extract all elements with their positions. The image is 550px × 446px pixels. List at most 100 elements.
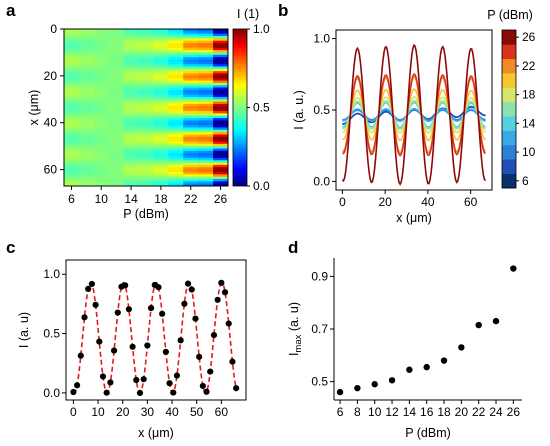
heatmap-cell xyxy=(123,66,139,70)
heatmap-cell xyxy=(108,94,125,98)
data-point xyxy=(199,382,206,390)
heatmap-cell xyxy=(138,75,154,79)
heatmap-cell xyxy=(78,143,95,147)
x-tick-label: 20 xyxy=(116,405,130,419)
heatmap-cell xyxy=(64,115,80,119)
heatmap-cell xyxy=(168,125,184,128)
heatmap-cell xyxy=(108,153,125,156)
heatmap-cell xyxy=(213,164,229,168)
heatmap-cell xyxy=(108,29,125,32)
heatmap-cell xyxy=(153,160,169,163)
heatmap-cell xyxy=(123,96,139,100)
heatmap-cell xyxy=(64,118,80,121)
heatmap-cell xyxy=(78,82,95,86)
data-point xyxy=(173,372,181,379)
heatmap-cell xyxy=(198,150,214,154)
heatmap-cell xyxy=(93,111,110,114)
heatmap-cell xyxy=(108,40,125,44)
heatmap-cell xyxy=(153,153,169,156)
heatmap-cell xyxy=(108,178,125,182)
heatmap-cell xyxy=(64,87,80,91)
heatmap-cell xyxy=(93,75,110,79)
heatmap-cell xyxy=(93,129,110,133)
data-point xyxy=(406,366,413,373)
heatmap-cell xyxy=(108,50,125,53)
heatmap-cell xyxy=(138,120,154,124)
heatmap-cell xyxy=(183,64,199,67)
heatmap-cell xyxy=(153,181,169,185)
heatmap-cell xyxy=(168,47,184,51)
heatmap-cell xyxy=(64,148,80,152)
heatmap-cell xyxy=(64,59,80,63)
heatmap-cell xyxy=(123,120,139,124)
heatmap-cell xyxy=(153,99,169,103)
heatmap-cell xyxy=(93,29,110,32)
heatmap-cell xyxy=(108,80,125,84)
heatmap-cell xyxy=(78,57,95,60)
heatmap-cell xyxy=(138,29,154,32)
heatmap-cell xyxy=(183,122,199,126)
heatmap-cell xyxy=(153,94,169,98)
heatmap-cell xyxy=(64,160,80,163)
heatmap-cell xyxy=(153,169,169,173)
data-point xyxy=(210,332,218,339)
heatmap-cell xyxy=(93,80,110,84)
heatmap-cell xyxy=(78,108,95,112)
heatmap-cell xyxy=(93,176,110,180)
heatmap-cell xyxy=(198,47,214,51)
heatmap-cell xyxy=(93,89,110,93)
heatmap-cell xyxy=(213,64,229,67)
heatmap-cell xyxy=(168,38,184,42)
colorbar-tick-label: 14 xyxy=(522,116,536,130)
data-point xyxy=(92,301,99,308)
heatmap-cell xyxy=(78,167,95,170)
heatmap-cell xyxy=(123,87,139,91)
heatmap-cell xyxy=(93,106,110,110)
heatmap-cell xyxy=(168,171,184,175)
heatmap-cell xyxy=(213,162,229,166)
heatmap-cell xyxy=(213,129,229,133)
heatmap-cell xyxy=(213,106,229,110)
heatmap-cell xyxy=(138,87,154,91)
heatmap-cell xyxy=(64,181,80,185)
heatmap-cell xyxy=(78,92,95,96)
heatmap-cell xyxy=(168,129,184,133)
heatmap-cell xyxy=(153,125,169,128)
heatmap-cell xyxy=(213,59,229,63)
heatmap-cell xyxy=(78,99,95,103)
heatmap-cell xyxy=(198,132,214,135)
heatmap-cell xyxy=(123,153,139,156)
y-axis-label: x (μm) xyxy=(27,90,41,126)
heatmap-cell xyxy=(93,143,110,147)
heatmap-cell xyxy=(138,115,154,119)
heatmap-cell xyxy=(153,111,169,114)
heatmap-cell xyxy=(213,38,229,42)
heatmap-cell xyxy=(213,50,229,53)
data-point xyxy=(181,300,188,307)
heatmap-cell xyxy=(64,75,80,79)
heatmap-cell xyxy=(213,132,229,135)
data-point xyxy=(125,306,132,313)
data-point xyxy=(122,282,129,289)
heatmap-cell xyxy=(138,148,154,152)
heatmap-cell xyxy=(78,122,95,126)
heatmap-cell xyxy=(78,118,95,121)
heatmap-cell xyxy=(168,106,184,110)
heatmap-cell xyxy=(64,64,80,67)
heatmap-cell xyxy=(168,167,184,170)
heatmap-cell xyxy=(93,61,110,65)
heatmap-cell xyxy=(93,59,110,63)
heatmap-cell xyxy=(213,176,229,180)
heatmap-cell xyxy=(93,141,110,145)
heatmap-cell xyxy=(108,141,125,145)
heatmap-cell xyxy=(153,129,169,133)
colorbar-segment xyxy=(502,116,516,131)
heatmap-cell xyxy=(183,59,199,63)
heatmap-cell xyxy=(213,85,229,88)
heatmap-cell xyxy=(213,160,229,163)
data-point xyxy=(85,285,92,292)
x-tick-label: 6 xyxy=(68,192,75,206)
heatmap-cell xyxy=(78,125,95,128)
data-point xyxy=(371,381,378,388)
heatmap-cell xyxy=(93,174,110,178)
